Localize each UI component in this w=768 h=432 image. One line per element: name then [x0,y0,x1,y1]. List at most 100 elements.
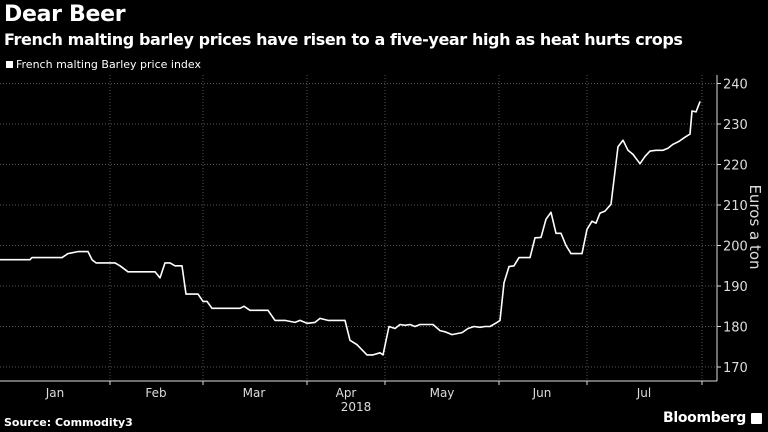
data-point [366,354,368,356]
y-tick-label: 180 [723,321,748,336]
data-point [496,321,498,323]
data-point [87,251,89,253]
x-tick-label: May [430,386,455,400]
data-point [211,307,213,309]
series-line [0,101,701,356]
data-point [404,324,406,326]
data-point [379,352,381,354]
data-point [644,155,646,157]
chart-title: Dear Beer [4,2,126,27]
data-point [499,319,501,321]
data-point [699,101,701,103]
data-point [314,321,316,323]
data-point [540,236,542,238]
data-point [662,149,664,151]
data-point [71,252,73,254]
data-point [67,253,69,255]
data-point [267,309,269,311]
data-point [591,220,593,222]
data-point [185,293,187,295]
data-point [503,282,505,284]
legend-label: French malting Barley price index [16,58,202,71]
x-tick-label: Mar [243,386,266,400]
x-tick-label: Jan [45,386,65,400]
data-point [649,150,651,152]
data-point [114,262,116,264]
data-point [617,146,619,148]
data-point [632,153,634,155]
y-tick-label: 210 [723,199,748,214]
data-point [0,259,1,261]
data-point [409,323,411,326]
data-point [299,319,301,321]
data-point [484,325,486,328]
data-point [508,266,510,268]
data-point [394,327,396,330]
data-point [473,325,475,328]
data-point [127,271,129,273]
data-point [154,271,156,273]
data-point [31,257,33,259]
data-point [284,319,286,321]
data-point [206,300,208,302]
data-point [306,322,308,324]
bloomberg-logo: Bloomberg [662,410,746,426]
y-tick-label: 220 [723,159,748,174]
data-point [622,139,624,141]
data-point [197,293,199,295]
data-point [518,257,520,259]
x-tick-label: Apr [336,386,357,400]
data-point [599,212,601,214]
legend: French malting Barley price index [6,58,201,71]
data-point [327,319,329,321]
data-point [529,257,531,259]
y-tick-label: 240 [723,78,748,93]
data-point [565,244,567,247]
data-point [95,262,97,264]
data-point [243,305,245,307]
data-point [419,323,421,326]
data-point [581,253,583,255]
data-point [695,111,697,113]
data-point [678,140,680,142]
data-point [691,110,693,112]
data-point [667,147,669,149]
source-note: Source: Commodity3 [4,416,133,429]
data-point [29,259,31,261]
data-point [444,331,446,333]
data-point [451,334,453,336]
data-point [372,354,374,356]
bloomberg-chart-icon [751,413,762,424]
data-point [627,149,629,151]
data-point [639,163,641,165]
data-point [164,262,166,264]
legend-swatch [6,61,13,68]
data-point [432,323,434,326]
y-tick-label: 190 [723,280,748,295]
data-point [399,323,401,326]
data-point [349,339,351,341]
data-point [202,300,204,302]
x-tick-label: Feb [145,386,166,400]
data-point [169,262,171,264]
data-point [586,228,588,230]
data-point [159,277,161,279]
data-point [655,149,657,151]
data-point [388,325,390,328]
y-tick-label: 200 [723,240,748,255]
chart-subtitle: French malting barley prices have risen … [4,30,683,49]
data-point [604,210,606,212]
data-point [683,137,685,139]
y-tick-label: 170 [723,361,748,376]
data-point [610,203,612,205]
x-axis-label: 2018 [341,400,372,414]
data-point [461,332,463,334]
data-point [689,133,691,135]
data-point [91,259,93,261]
data-point [545,218,547,220]
data-point [513,265,515,267]
data-point [181,265,183,267]
y-axis-label: Euros a ton [746,184,764,269]
data-point [672,143,674,145]
